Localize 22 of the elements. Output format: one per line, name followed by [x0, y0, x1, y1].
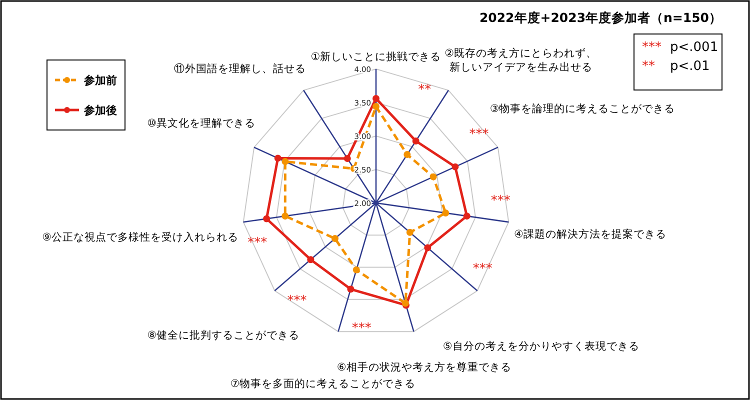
text: ***: [352, 320, 372, 336]
text: ***: [472, 262, 492, 276]
spoke-label: ③物事を論理的に考えることができる: [490, 103, 676, 116]
legend-label: 参加前: [83, 74, 117, 87]
spoke-label: ⑪外国語を理解し、話せる: [174, 62, 306, 75]
spoke-label: ⑩異文化を理解できる: [147, 118, 256, 130]
text: *****: [418, 82, 489, 142]
text: *** p<.001: [642, 40, 718, 55]
spoke-label: ⑤自分の考えを分かりやすく表現できる: [442, 340, 640, 353]
text: ***: [287, 293, 307, 308]
spoke-label: ⑧健全に批判することができる: [147, 330, 300, 342]
spoke-label: ⑦物事を多面的に考えることができる: [230, 378, 416, 390]
legend-label: 参加後: [83, 104, 117, 117]
spoke-label: ①新しいことに挑戦できる: [310, 51, 442, 63]
text: ** p<.01: [642, 59, 710, 74]
spoke-label: ⑥相手の状況や考え方を尊重できる: [336, 361, 512, 374]
spoke-label: ④課題の解決方法を提案できる: [514, 228, 666, 240]
text: ***: [490, 194, 510, 209]
spoke-label: ⑨公正な視点で多様性を受け入れられる: [42, 231, 238, 244]
chart-title: 2022年度+2023年度参加者（n=150）: [479, 10, 722, 25]
spoke-label: ②既存の考え方にとらわれず、新しいアイデアを生み出せる: [444, 47, 598, 74]
text: ***: [248, 235, 268, 250]
